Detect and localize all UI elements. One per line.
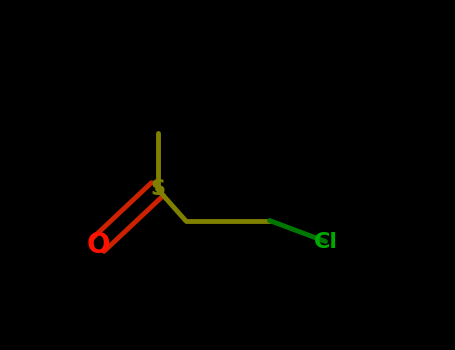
Text: O: O [86, 231, 110, 259]
Text: Cl: Cl [313, 231, 338, 252]
Text: S: S [150, 179, 165, 199]
